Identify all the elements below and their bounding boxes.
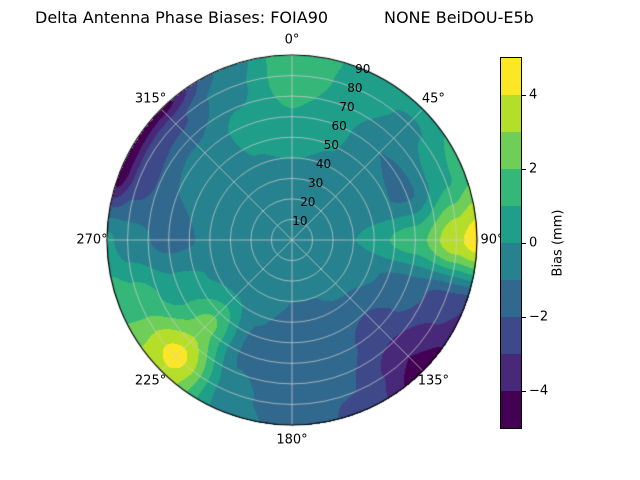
radial-tick-label: 90 — [355, 62, 371, 77]
colorbar-tick-label: 2 — [529, 161, 538, 177]
colorbar-band — [501, 95, 521, 132]
azimuth-tick-label: 315° — [134, 91, 167, 107]
radial-tick-label: 60 — [331, 119, 347, 134]
radial-tick-label: 40 — [315, 157, 332, 172]
azimuth-tick-label: 0° — [284, 32, 300, 48]
colorbar-axis-label: Bias (mm) — [550, 209, 566, 277]
azimuth-tick-label: 180° — [276, 432, 308, 448]
colorbar-band — [501, 58, 521, 95]
colorbar — [500, 57, 522, 429]
azimuth-tick-label: 45° — [421, 91, 445, 107]
colorbar-band — [501, 354, 521, 391]
colorbar-tick-mark — [522, 316, 526, 318]
azimuth-tick-label: 270° — [76, 232, 108, 248]
radial-tick-label: 50 — [323, 138, 339, 153]
colorbar-tick-label: −4 — [529, 383, 549, 399]
azimuth-tick-label: 225° — [134, 373, 167, 389]
radial-tick-label: 20 — [300, 195, 316, 210]
colorbar-tick-mark — [522, 168, 526, 170]
colorbar-band — [501, 317, 521, 354]
azimuth-tick-label: 135° — [417, 373, 450, 389]
colorbar-tick-mark — [522, 390, 526, 392]
colorbar-tick-label: −2 — [529, 309, 549, 325]
radial-tick-label: 10 — [292, 214, 308, 228]
colorbar-band — [501, 132, 521, 169]
colorbar-tick-label: 0 — [529, 235, 538, 251]
colorbar-band — [501, 206, 521, 243]
colorbar-tick-mark — [522, 94, 526, 96]
colorbar-tick-label: 4 — [529, 87, 538, 103]
radial-tick-label: 80 — [347, 81, 363, 96]
radial-tick-label: 30 — [307, 176, 324, 191]
colorbar-band — [501, 243, 521, 280]
colorbar-band — [501, 280, 521, 317]
radial-tick-label: 70 — [339, 100, 355, 115]
colorbar-tick-mark — [522, 242, 526, 244]
colorbar-band — [501, 169, 521, 206]
colorbar-band — [501, 391, 521, 428]
azimuth-tick-label: 90° — [480, 232, 504, 248]
